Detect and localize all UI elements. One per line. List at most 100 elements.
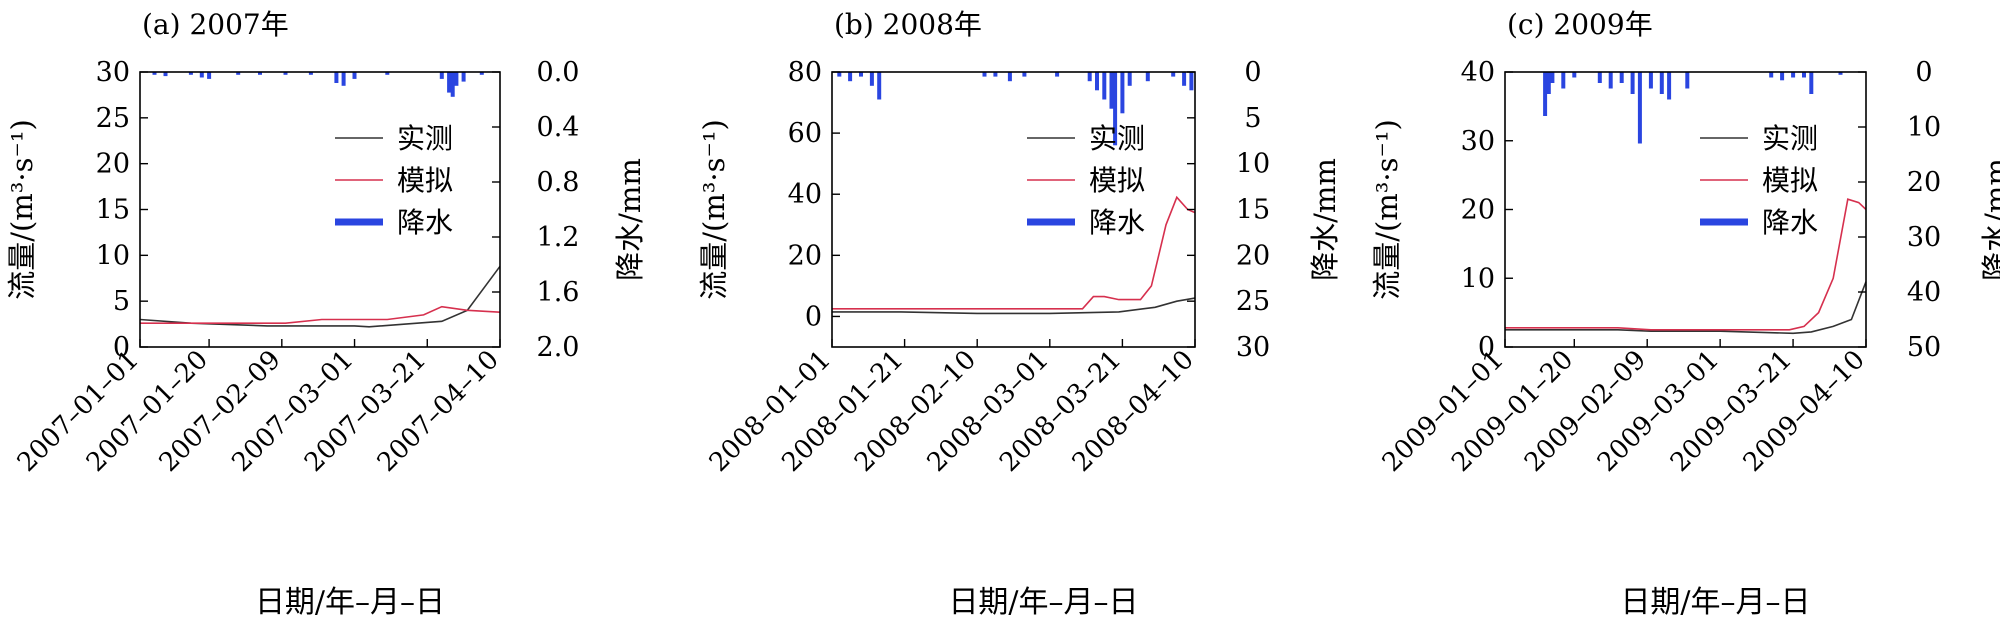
y2-tick-label: 0	[1915, 57, 1932, 88]
legend-entry: 降水	[397, 206, 453, 239]
precipitation-bar	[1120, 72, 1125, 114]
precipitation-bar	[869, 72, 874, 86]
y2-tick-label: 10	[1907, 112, 1941, 143]
precipitation-bar	[199, 72, 204, 78]
precipitation-bar	[1546, 72, 1551, 94]
precipitation-bar	[1597, 72, 1602, 83]
precipitation-bar	[859, 72, 863, 77]
simulated-line	[140, 305, 501, 325]
precipitation-bar	[207, 72, 212, 79]
y-tick-label: 30	[96, 57, 130, 88]
simulated-line	[832, 195, 1196, 310]
precipitation-bar	[1659, 72, 1664, 94]
legend-entry: 模拟	[397, 164, 453, 197]
precipitation-bar	[1127, 72, 1132, 86]
precipitation-bar	[1619, 72, 1624, 83]
x-axis-label: 日期/年–月–日	[1620, 585, 1810, 620]
y-tick-label: 40	[1461, 57, 1495, 88]
y2-tick-label: 25	[1236, 286, 1270, 317]
precipitation-bar	[837, 72, 842, 77]
precipitation-bar	[848, 72, 853, 82]
precipitation-bar	[1630, 72, 1635, 94]
precipitation-bar	[993, 72, 998, 77]
y2-tick-label: 0.4	[537, 112, 580, 143]
y2-tick-label: 0.0	[537, 57, 580, 88]
y2-axis-label: 降水/mm	[613, 158, 647, 281]
observed-line	[1505, 281, 1867, 335]
legend-entry: 实测	[397, 122, 453, 155]
precipitation-bar	[1572, 72, 1577, 78]
precipitation-bar	[1182, 72, 1187, 86]
precipitation-bar	[334, 72, 339, 83]
y-axis-label: 流量/(m³·s⁻¹)	[1370, 119, 1404, 300]
precipitation-bar	[188, 72, 193, 75]
precipitation-bar	[1802, 72, 1806, 78]
legend-entry: 模拟	[1089, 164, 1145, 197]
precipitation-bar	[1648, 72, 1653, 89]
precipitation-bar	[454, 72, 459, 86]
chart-title: (c) 2009年	[1507, 8, 1653, 41]
precipitation-bar	[1145, 72, 1150, 82]
chart-title: (a) 2007年	[142, 8, 289, 41]
y-axis-label: 流量/(m³·s⁻¹)	[697, 119, 731, 300]
precipitation-bar	[877, 72, 882, 100]
x-tick-label: 2009–01–01	[1377, 345, 1510, 478]
y2-tick-label: 5	[1244, 103, 1261, 134]
precipitation-bar	[479, 72, 484, 75]
precipitation-bar	[1102, 72, 1107, 100]
y-tick-label: 20	[96, 149, 130, 180]
simulated-line	[1505, 198, 1867, 331]
y2-tick-label: 1.2	[537, 222, 580, 253]
precipitation-bar	[258, 72, 262, 75]
precipitation-bar	[341, 72, 346, 86]
precipitation-bar	[461, 72, 466, 82]
y-tick-label: 15	[96, 195, 130, 226]
precipitation-bar	[1171, 72, 1176, 77]
y2-tick-label: 0.8	[537, 167, 580, 198]
precipitation-bar	[1087, 72, 1092, 82]
x-axis-label: 日期/年–月–日	[948, 585, 1138, 620]
precipitation-bar	[1838, 72, 1843, 75]
y-tick-label: 60	[788, 118, 822, 149]
y-tick-label: 30	[1461, 126, 1495, 157]
legend-entry: 降水	[1762, 206, 1818, 239]
precipitation-bar	[1561, 72, 1566, 89]
y-tick-label: 20	[788, 240, 822, 271]
precipitation-bar	[1667, 72, 1672, 100]
y2-tick-label: 0	[1244, 57, 1261, 88]
precipitation-bar	[1608, 72, 1613, 89]
y-tick-label: 0	[1478, 332, 1495, 363]
precipitation-bar	[450, 72, 455, 97]
y-tick-label: 40	[788, 179, 822, 210]
precipitation-bar	[1791, 72, 1796, 78]
y2-tick-label: 20	[1907, 167, 1941, 198]
precipitation-bar	[447, 72, 452, 93]
y-axis-label: 流量/(m³·s⁻¹)	[5, 119, 39, 300]
y-tick-label: 0	[113, 332, 130, 363]
precipitation-bar	[283, 72, 288, 75]
y2-axis-label: 降水/mm	[1979, 158, 2000, 281]
y2-tick-label: 50	[1907, 332, 1941, 363]
precipitation-bar	[1022, 72, 1027, 77]
observed-line	[139, 265, 501, 328]
y-tick-label: 0	[805, 301, 822, 332]
precipitation-bar	[1055, 72, 1060, 77]
y2-tick-label: 10	[1236, 149, 1270, 180]
precipitation-bar	[982, 72, 987, 77]
chart-title: (b) 2008年	[834, 8, 982, 41]
legend-entry: 模拟	[1762, 164, 1818, 197]
precipitation-bar	[1769, 72, 1774, 78]
legend-entry: 实测	[1089, 122, 1145, 155]
observed-line	[832, 297, 1196, 315]
y2-tick-label: 30	[1236, 332, 1270, 363]
precipitation-bar	[439, 72, 444, 79]
y2-tick-label: 30	[1907, 222, 1941, 253]
precipitation-bar	[1637, 72, 1642, 144]
legend-entry: 实测	[1762, 122, 1818, 155]
precipitation-bar	[352, 72, 357, 79]
